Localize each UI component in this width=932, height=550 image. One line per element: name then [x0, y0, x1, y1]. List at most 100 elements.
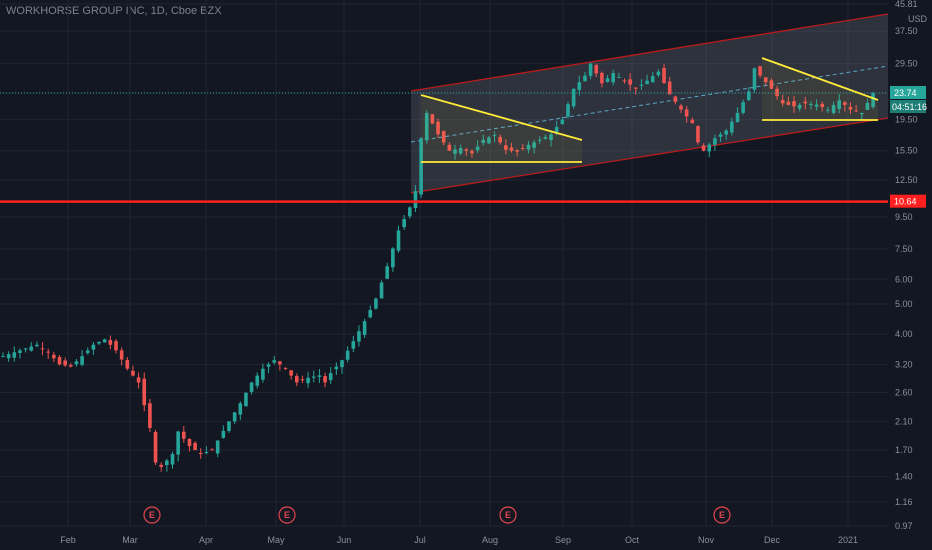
candle-up: [165, 460, 169, 466]
price-tick-label: 3.20: [895, 359, 913, 369]
candle-down: [696, 126, 700, 143]
candle-up: [204, 452, 209, 454]
candle-down: [684, 109, 689, 117]
time-tick-label: Dec: [764, 535, 781, 545]
candle-up: [639, 84, 644, 86]
candle-up: [707, 144, 712, 152]
time-tick-label: Jun: [337, 535, 352, 545]
candle-up: [396, 230, 401, 251]
candle-up: [837, 100, 841, 110]
triangle-2-fill: [762, 58, 878, 120]
candle-down: [622, 80, 627, 82]
candle-down: [775, 88, 779, 97]
candle-up: [351, 341, 356, 349]
candle-down: [763, 77, 768, 83]
candle-up: [583, 75, 587, 82]
earnings-marker: [499, 506, 517, 524]
candle-down: [504, 145, 508, 150]
price-axis[interactable]: 45.81 37.50 29.50 19.50 15.50 12.50 9.50 7.50 6.…: [888, 0, 932, 550]
candle-up: [424, 112, 429, 141]
candle-up: [554, 126, 559, 133]
price-tick-label: 45.81: [895, 0, 918, 9]
candle-down: [148, 403, 152, 429]
candle-up: [379, 282, 384, 299]
time-tick-label: Apr: [199, 535, 213, 545]
candle-up: [80, 356, 84, 365]
candle-down: [634, 87, 638, 89]
candle-down: [509, 147, 514, 151]
candle-up: [334, 366, 339, 370]
candle-down: [690, 119, 695, 124]
candle-up: [255, 375, 260, 386]
earnings-marker: [713, 506, 731, 524]
price-tick-label: 15.50: [895, 146, 918, 156]
candle-down: [628, 79, 632, 85]
time-tick-label: Feb: [60, 535, 76, 545]
candle-down: [758, 66, 762, 76]
candles: [1, 62, 875, 472]
candle-up: [526, 144, 531, 150]
candle-up: [453, 149, 457, 154]
candle-down: [441, 131, 446, 143]
price-tick-label: 7.50: [895, 244, 913, 254]
candle-up: [532, 142, 536, 148]
chart-title: WORKHORSE GROUP INC, 1D, Cboe BZX: [6, 5, 222, 17]
candle-down: [848, 107, 853, 110]
price-tick-label: 4.00: [895, 329, 913, 339]
candle-up: [650, 76, 655, 83]
candle-up: [368, 309, 373, 318]
candle-up: [419, 138, 423, 195]
candle-down: [430, 114, 435, 124]
candle-up: [543, 137, 548, 139]
candle-up: [317, 375, 322, 377]
candle-up: [645, 80, 649, 85]
candle-up: [221, 430, 226, 438]
candle-up: [560, 119, 565, 125]
candle-down: [295, 376, 299, 383]
time-tick-label: Mar: [122, 535, 138, 545]
candle-up: [306, 377, 310, 384]
time-tick-label: Sep: [555, 535, 571, 545]
candle-up: [809, 103, 813, 105]
candle-up: [35, 344, 39, 347]
earnings-marker-label: E: [505, 510, 511, 520]
price-tick-label: 29.50: [895, 59, 918, 69]
candle-up: [74, 361, 79, 365]
candle-up: [328, 373, 333, 381]
candle-up: [814, 104, 819, 107]
triangle-2-upper: [761, 57, 879, 101]
candle-down: [108, 340, 113, 345]
candle-up: [871, 93, 875, 107]
price-tick-label: 1.16: [895, 497, 913, 507]
candle-down: [119, 350, 124, 360]
time-tick-label: May: [267, 535, 285, 545]
candle-up: [232, 412, 237, 422]
candle-up: [85, 350, 90, 354]
price-tick-label: 37.50: [895, 26, 918, 36]
candle-up: [735, 112, 740, 123]
time-tick-label: 2021: [838, 535, 858, 545]
channel-lower-line: [410, 117, 889, 194]
candle-up: [249, 382, 254, 392]
candle-down: [701, 145, 706, 151]
time-axis-bg: [0, 530, 932, 550]
candle-up: [605, 78, 610, 83]
candle-up: [730, 121, 734, 133]
time-axis[interactable]: Feb Mar Apr May Jun Jul Aug Sep Oct Nov Dec 2021: [0, 530, 932, 550]
candle-down: [820, 103, 825, 108]
candle-up: [374, 298, 378, 309]
candle-up: [656, 71, 661, 76]
candle-up: [408, 207, 412, 217]
candle-down: [159, 464, 163, 467]
candle-up: [266, 364, 271, 367]
candle-down: [300, 379, 305, 381]
candle-down: [40, 348, 45, 350]
candle-down: [57, 356, 62, 365]
candle-up: [487, 137, 491, 144]
candle-down: [323, 376, 327, 383]
candle-down: [600, 72, 604, 84]
candle-down: [436, 121, 440, 135]
candle-up: [831, 104, 836, 113]
